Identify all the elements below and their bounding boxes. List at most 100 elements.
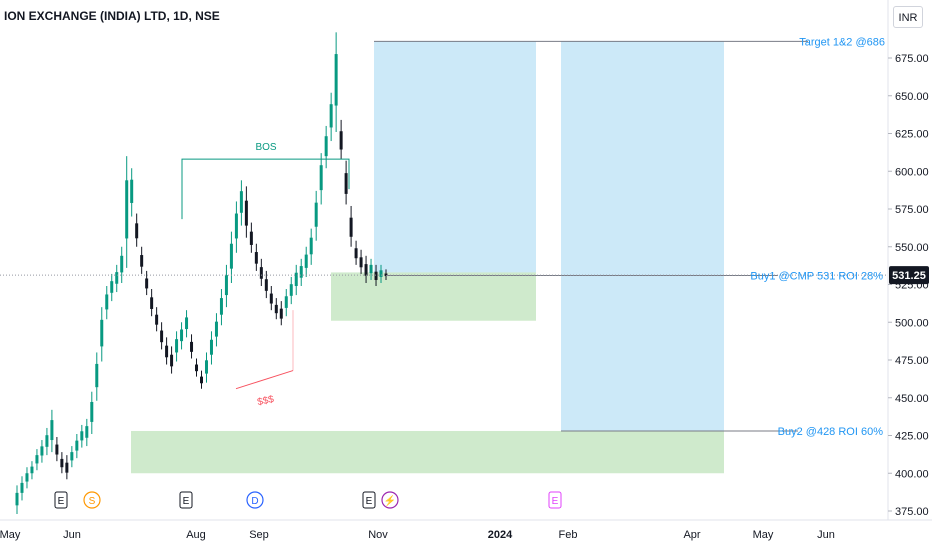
candle	[85, 418, 89, 447]
candle	[180, 322, 184, 350]
candle	[229, 231, 233, 283]
event-marker-label: E	[58, 496, 65, 507]
candle	[160, 322, 164, 350]
x-tick-label: Jun	[817, 529, 835, 541]
candle-body	[339, 131, 343, 150]
event-marker-dividend[interactable]: D	[246, 491, 264, 509]
candle-body	[239, 191, 243, 213]
candle-body	[125, 180, 129, 239]
candle	[249, 222, 253, 253]
event-marker-frame	[83, 491, 101, 509]
event-marker-earnings[interactable]: E	[54, 491, 68, 509]
candle	[384, 269, 388, 280]
candle-body	[299, 266, 303, 278]
zones-layer	[131, 41, 724, 474]
candle	[115, 264, 119, 293]
candle	[175, 331, 179, 362]
candle	[50, 409, 54, 453]
event-marker-label: D	[251, 496, 258, 507]
candle	[274, 298, 278, 320]
candle-body	[284, 296, 288, 308]
sss-line	[235, 370, 294, 390]
y-tick-label: 575.00	[895, 204, 929, 216]
event-marker-frame	[381, 491, 399, 509]
candle-body	[165, 345, 169, 358]
candle-body	[20, 482, 24, 493]
candle	[344, 160, 348, 205]
symbol-title: ION EXCHANGE (INDIA) LTD, 1D, NSE	[4, 9, 220, 23]
event-marker-earnings[interactable]: E	[362, 491, 376, 509]
candle	[130, 168, 134, 217]
candle	[219, 289, 223, 326]
candle	[90, 391, 94, 434]
y-tick-label: 475.00	[895, 355, 929, 367]
candle	[319, 153, 323, 205]
candle	[334, 32, 338, 132]
candle-body	[209, 339, 213, 355]
candle	[60, 452, 64, 474]
x-tick-label: May	[753, 529, 774, 541]
y-tick-label: 650.00	[895, 91, 929, 103]
candle-body	[379, 270, 383, 277]
y-tick-label: 400.00	[895, 468, 929, 480]
candle	[359, 249, 363, 274]
currency-button[interactable]: INR	[893, 6, 923, 28]
candle	[165, 337, 169, 365]
candle-body	[279, 308, 283, 319]
candle-body	[145, 278, 149, 289]
candle	[185, 310, 189, 338]
candle-body	[130, 179, 134, 203]
event-marker-split[interactable]: S	[83, 491, 101, 509]
event-marker-news[interactable]: ⚡	[381, 491, 399, 509]
candle	[244, 186, 248, 238]
candle-body	[384, 273, 388, 277]
candle-body	[304, 254, 308, 268]
candle-body	[329, 104, 333, 128]
event-marker-earnings-upcoming[interactable]: E	[548, 491, 562, 509]
candle-body	[100, 319, 104, 347]
event-marker-frame	[179, 491, 193, 509]
candle-body	[160, 330, 164, 343]
candle-body	[105, 294, 109, 310]
candle-body	[180, 329, 184, 342]
candle	[259, 258, 263, 287]
event-marker-label: E	[183, 496, 190, 507]
sss-label: $$$	[256, 394, 275, 408]
candle-body	[289, 284, 293, 296]
candle	[329, 92, 333, 142]
candle	[155, 307, 159, 332]
buy2-label: Buy2 @428 ROI 60%	[778, 426, 884, 438]
candle-body	[354, 248, 358, 259]
event-markers-layer[interactable]: E S E D E ⚡ E	[54, 491, 562, 509]
candle	[294, 264, 298, 296]
candle	[264, 270, 268, 299]
target-label: Target 1&2 @686	[799, 36, 885, 48]
candle	[309, 228, 313, 265]
candle	[110, 273, 114, 302]
candle-body	[224, 275, 228, 296]
candle	[150, 289, 154, 317]
candle-body	[110, 281, 114, 293]
candle-body	[309, 237, 313, 255]
candle	[95, 352, 99, 401]
candle-body	[25, 473, 29, 482]
candle	[349, 205, 353, 247]
candle-body	[120, 255, 124, 273]
candle	[105, 286, 109, 320]
y-tick-label: 425.00	[895, 431, 929, 443]
buy1-label: Buy1 @CMP 531 ROI 28%	[750, 270, 883, 282]
candle-body	[45, 435, 49, 447]
candle	[364, 255, 368, 283]
current-price-label: 531.25	[892, 270, 926, 282]
candle-body	[364, 264, 368, 276]
y-tick-label: 600.00	[895, 166, 929, 178]
candle	[45, 427, 49, 456]
candle-body	[259, 267, 263, 279]
event-marker-earnings[interactable]: E	[179, 491, 193, 509]
x-tick-label: Sep	[249, 529, 269, 541]
candle	[100, 307, 104, 362]
candle	[279, 301, 283, 326]
candle	[80, 424, 84, 448]
